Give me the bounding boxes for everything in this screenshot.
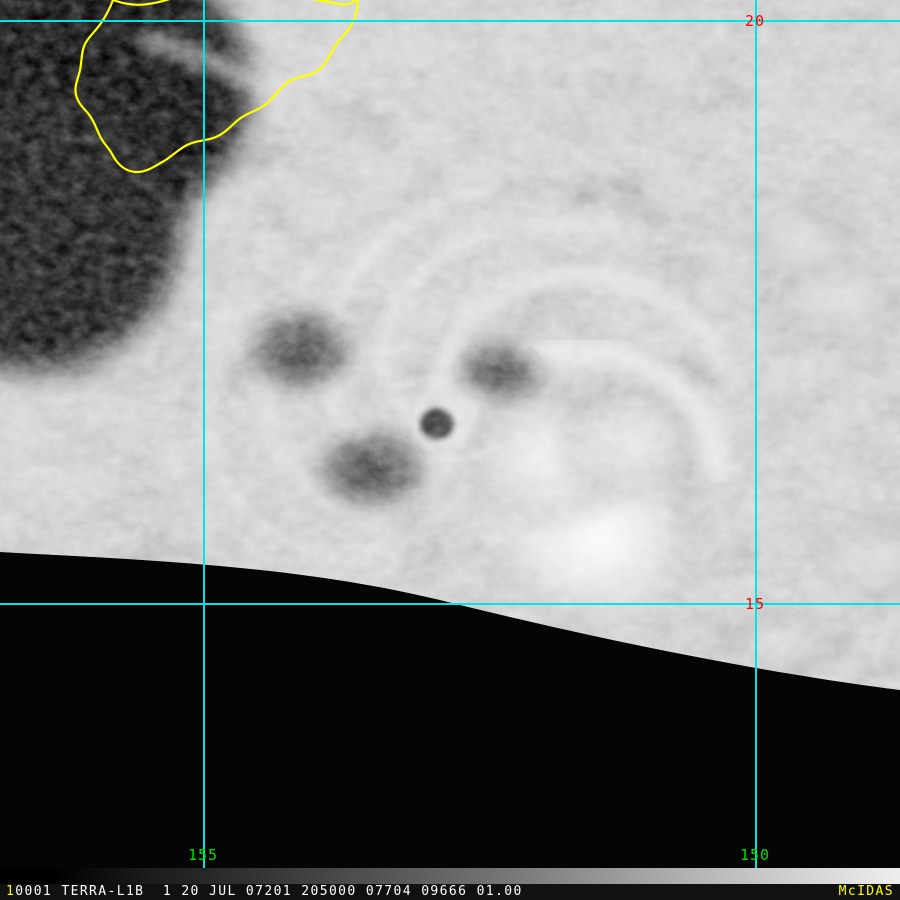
cloud-field-raster [0,0,900,690]
latitude-label-20: 20 [745,12,766,30]
longitude-gridline-155 [203,0,205,868]
status-bar-detail: 0001 TERRA-L1B 1 20 JUL 07201 205000 077… [15,884,523,899]
mcidas-brand-label: McIDAS [838,884,894,899]
longitude-gridline-150-tick [755,843,757,868]
latitude-gridline-15 [0,603,900,605]
longitude-gridline-150 [755,0,757,868]
longitude-label-155: 155 [188,846,219,864]
longitude-gridline-155-extension [203,603,205,843]
status-bar-text: 10001 TERRA-L1B 1 20 JUL 07201 205000 07… [6,884,523,900]
latitude-gridline-20 [0,20,900,22]
latitude-label-15: 15 [745,595,765,613]
frame-flag: 1 [6,884,16,899]
grayscale-colorbar[interactable] [0,868,900,884]
satellite-image-canvas[interactable]: 20 15 [0,0,900,868]
status-bar: 10001 TERRA-L1B 1 20 JUL 07201 205000 07… [0,884,900,900]
longitude-gridline-150-extension [755,603,757,843]
longitude-gridline-155-tick [203,843,205,868]
longitude-label-150: 150 [740,846,771,864]
